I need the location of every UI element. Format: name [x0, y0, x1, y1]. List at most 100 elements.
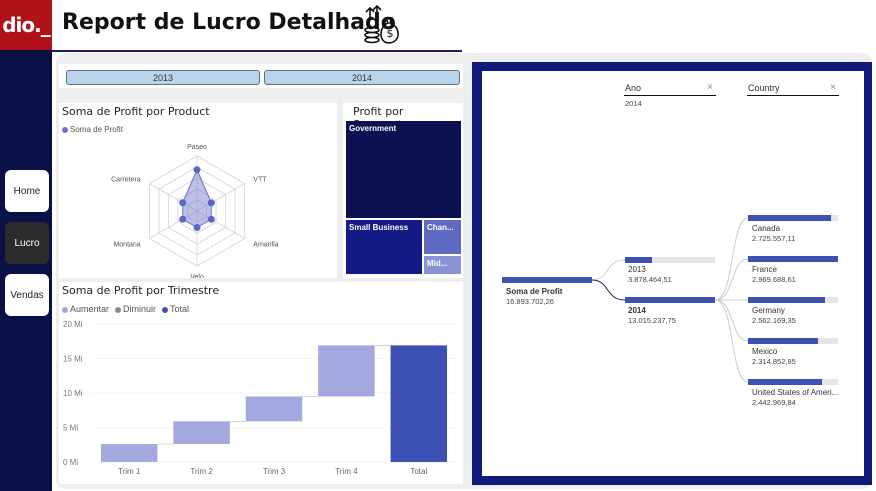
country-germany-bar[interactable]	[748, 297, 826, 303]
decomposition-tree	[482, 71, 864, 476]
waterfall-bar-trim-1[interactable]	[100, 444, 158, 462]
legend-diminuir: Diminuir	[123, 304, 157, 314]
waterfall-bar-total[interactable]	[390, 345, 448, 462]
legend-total: Total	[170, 304, 190, 314]
filter-country-label: Country	[748, 83, 780, 93]
radar-axis-label-paseo: Paseo	[187, 144, 207, 151]
country-france-value: 2.969.688,61	[752, 275, 796, 284]
treemap-government[interactable]: Government	[346, 121, 461, 218]
root-value: 16.893.702,26	[506, 297, 554, 306]
country-canada-bar[interactable]	[748, 215, 831, 221]
connector-2013	[591, 259, 626, 281]
radar-axis-label-velo: Velo	[190, 274, 204, 278]
header-divider	[52, 50, 462, 52]
radar-axis-label-montana: Montana	[113, 242, 140, 249]
country-mexico-bar[interactable]	[748, 338, 819, 344]
country-usa-bar[interactable]	[748, 379, 822, 385]
waterfall-xtick-label: Trim 3	[263, 467, 286, 476]
connector-usa	[714, 299, 749, 383]
waterfall-ytick-label: 10 Mi	[63, 389, 83, 398]
root-bar[interactable]	[502, 277, 592, 283]
root-label: Soma de Profit	[506, 287, 563, 296]
waterfall-xtick-label: Trim 4	[335, 467, 358, 476]
legend-dot-icon	[62, 126, 68, 133]
money-bags-icon: $	[364, 4, 399, 44]
legend-aumentar: Aumentar	[70, 304, 110, 314]
treemap-channel[interactable]: Chan...	[424, 220, 461, 254]
svg-text:$: $	[387, 27, 394, 40]
close-icon[interactable]: ×	[830, 82, 836, 93]
waterfall-bar-trim-3[interactable]	[245, 396, 303, 422]
radar-axis-label-amarilla: Amarilla	[253, 242, 278, 249]
dio-logo: dio._	[0, 0, 52, 50]
waterfall-ytick-label: 0 Mi	[63, 458, 78, 467]
radar-point-velo[interactable]	[193, 224, 201, 231]
waterfall-ytick-label: 20 Mi	[63, 320, 83, 329]
radar-chart-title: Soma de Profit por Product	[62, 105, 210, 118]
legend-dot-icon	[62, 306, 68, 313]
waterfall-bar-trim-2[interactable]	[173, 421, 230, 445]
legend-dot-icon	[162, 306, 169, 313]
year-2014-value: 13.015.237,75	[628, 316, 676, 325]
connector-france	[714, 258, 749, 301]
year-2013-track	[625, 257, 715, 263]
radar-spoke	[149, 210, 198, 239]
nav-lucro-button[interactable]: Lucro	[5, 222, 49, 264]
year-2014-bar[interactable]	[625, 297, 715, 303]
waterfall-xtick-label: Trim 2	[190, 467, 213, 476]
nav-home-button[interactable]: Home	[5, 170, 49, 212]
radar-spoke	[149, 183, 198, 212]
waterfall-xtick-label: Total	[410, 467, 427, 476]
country-france-bar[interactable]	[748, 256, 838, 262]
country-france-label: France	[752, 265, 777, 274]
radar-point-vtt[interactable]	[207, 199, 215, 207]
filter-ano-underline	[624, 95, 716, 96]
waterfall-xtick-label: Trim 1	[118, 467, 141, 476]
radar-point-montana[interactable]	[179, 215, 187, 223]
waterfall-chart: 0 Mi 5 Mi 10 Mi 15 Mi 20 Mi Trim 1 Trim 2 Trim …	[63, 320, 455, 476]
country-usa-value: 2.442.969,84	[752, 398, 796, 407]
filter-ano-value: 2014	[625, 99, 642, 108]
close-icon[interactable]: ×	[707, 82, 713, 93]
treemap-small-business[interactable]: Small Business	[346, 220, 422, 274]
country-canada-label: Canada	[752, 224, 781, 233]
connector-canada	[714, 217, 749, 301]
year-2013-label: 2013	[628, 265, 646, 274]
radar-legend: Soma de Profit	[62, 125, 123, 134]
radar-point-carretera[interactable]	[179, 199, 187, 207]
country-mexico-value: 2.314.852,85	[752, 357, 796, 366]
connector-mexico	[714, 299, 749, 342]
year-2013-bar[interactable]	[625, 257, 652, 263]
filter-ano-label: Ano	[625, 83, 642, 93]
radar-spoke	[196, 210, 245, 239]
radar-axis-label-vtt: VTT	[253, 177, 267, 184]
country-mexico-label: Mexico	[752, 347, 778, 356]
treemap-midmarket[interactable]: Mid...	[424, 256, 461, 274]
waterfall-ytick-label: 5 Mi	[63, 424, 78, 433]
year-2014-label: 2014	[628, 306, 646, 315]
radar-axis-label-carretera: Carretera	[111, 177, 141, 184]
slicer-2013-button[interactable]: 2013	[66, 70, 260, 85]
country-usa-label: United States of Ameri...	[752, 388, 839, 397]
radar-chart: Paseo VTT Amarilla Velo Montana Carretera	[111, 144, 279, 278]
country-germany-label: Germany	[752, 306, 785, 315]
radar-point-amarilla[interactable]	[207, 215, 215, 223]
radar-spoke	[196, 183, 245, 212]
waterfall-legend: Aumentar Diminuir Total	[62, 304, 189, 314]
slicer-2014-button[interactable]: 2014	[264, 70, 460, 85]
connector-2014	[591, 279, 626, 301]
country-germany-value: 2.562.169,35	[752, 316, 796, 325]
radar-chart-card: Soma de Profit por Product Soma de Profi…	[59, 103, 337, 278]
sidebar	[0, 50, 52, 491]
waterfall-bar-trim-4[interactable]	[318, 345, 375, 397]
waterfall-chart-card: Soma de Profit por Trimestre Aumentar Di…	[59, 282, 463, 484]
radar-point-paseo[interactable]	[193, 166, 201, 174]
nav-vendas-button[interactable]: Vendas	[5, 274, 49, 316]
country-canada-value: 2.725.557,11	[752, 234, 796, 243]
legend-dot-icon	[115, 306, 122, 313]
waterfall-ytick-label: 15 Mi	[63, 355, 83, 364]
radar-legend-label: Soma de Profit	[70, 125, 123, 134]
filter-country-underline	[747, 95, 839, 96]
